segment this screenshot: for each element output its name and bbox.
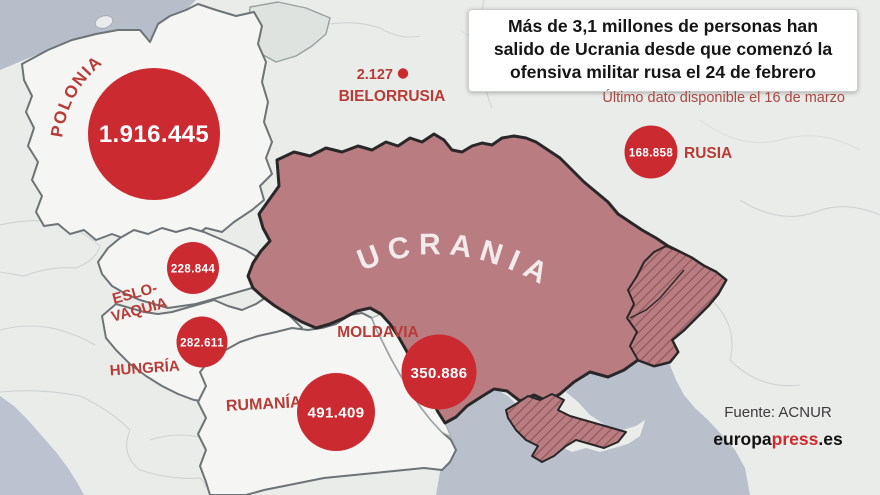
belarus-dot [397,68,409,79]
moldova-label: MOLDAVIA [337,324,419,341]
romania-value: 491.409 [307,405,364,422]
hungary-bubble [176,316,228,368]
slovakia-value: 228.844 [171,264,216,276]
donetsk-luhansk-divider [629,269,685,319]
baltic-island [94,15,114,29]
headline-box: Más de 3,1 millones de personas han sali… [468,9,858,92]
romania-label: RUMANÍA [225,392,302,415]
moldova-value: 350.886 [410,365,467,382]
baltic-sea [0,0,196,70]
region-border-line [699,119,861,151]
belarus-label: BIELORRUSIA [339,88,446,105]
russia-label: RUSIA [684,145,732,162]
balkans-border [0,390,215,495]
belarus-value: 2.127 [357,67,393,83]
hungary-label: HUNGRÍA [109,358,180,380]
last-data-note: Último dato disponible el 16 de marzo [602,90,845,106]
russia-bubble [624,125,678,179]
moldova-bubble [401,334,477,410]
sea-of-azov [566,356,662,430]
brand-es: .es [818,429,843,449]
hungary-value: 282.611 [180,338,224,350]
russia-region-line [739,199,880,217]
black-sea [436,352,750,495]
russia-value: 168.858 [629,148,674,160]
poland-value: 1.916.445 [99,121,209,148]
headline-line1: Más de 3,1 millones de personas han [508,16,818,36]
brand-europa: europa [713,429,772,449]
romania-bubble [297,373,375,451]
slovakia-bubble [167,242,219,294]
headline-line2: salido de Ucrania desde que comenzó la [493,38,833,59]
europapress-brand: europapress.es [690,429,866,450]
russia-region-line [699,289,801,387]
brand-press: press [771,429,819,449]
headline-line3: ofensiva militar rusa el 24 de febrero [509,61,817,82]
donbas-hatched-region [626,245,727,367]
crimea-hatched-region [505,393,627,463]
austria-border [0,325,96,346]
source-attribution: Fuente: ACNUR [724,404,832,421]
adriatic-sea [0,396,84,495]
poland-bubble [88,68,220,200]
